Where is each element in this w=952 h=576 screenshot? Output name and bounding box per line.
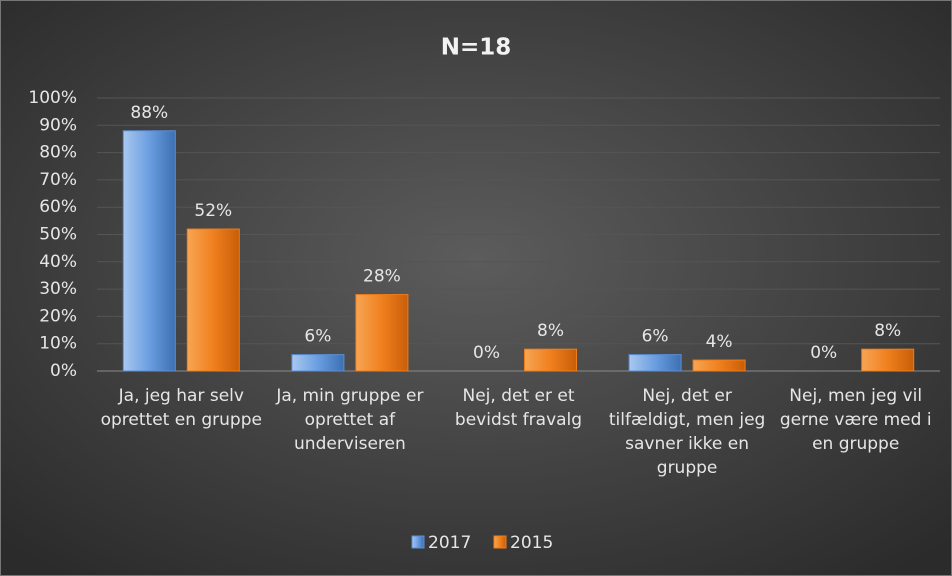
y-tick-label: 30%	[39, 279, 77, 299]
data-label: 88%	[130, 103, 168, 123]
bar	[291, 354, 345, 372]
y-tick-label: 10%	[39, 334, 77, 354]
legend-swatch	[493, 535, 507, 549]
y-tick-label: 40%	[39, 252, 77, 272]
bar	[861, 348, 915, 372]
data-label: 52%	[194, 201, 232, 221]
bar	[355, 294, 409, 372]
data-label: 4%	[706, 332, 733, 352]
data-label: 8%	[537, 321, 564, 341]
y-tick-label: 90%	[39, 115, 77, 135]
data-label: 28%	[363, 267, 401, 287]
bar	[186, 228, 240, 372]
bar	[122, 130, 176, 372]
bar	[692, 359, 746, 372]
y-tick-label: 80%	[39, 143, 77, 163]
y-tick-label: 100%	[28, 88, 77, 108]
x-tick-label: Nej, det er et bevidst fravalg	[454, 386, 583, 430]
y-tick-label: 50%	[39, 225, 77, 245]
x-tick-label: Nej, det er tilfældigt, men jeg savner i…	[608, 386, 766, 478]
legend-label: 2015	[510, 533, 553, 553]
y-tick-label: 60%	[39, 197, 77, 217]
legend-swatch	[411, 535, 425, 549]
x-tick-label: Ja, jeg har selv oprettet en gruppe	[100, 386, 262, 430]
data-label: 6%	[304, 327, 331, 347]
x-tick-label: Ja, min gruppe er oprettet af underviser…	[276, 386, 424, 454]
bar	[524, 348, 577, 372]
x-tick-label: Nej, men jeg vil gerne være med i en gru…	[779, 386, 932, 454]
y-tick-label: 0%	[50, 361, 77, 381]
data-label: 0%	[473, 343, 500, 363]
y-tick-label: 70%	[39, 170, 77, 190]
y-tick-label: 20%	[39, 306, 77, 326]
data-label: 0%	[810, 343, 837, 363]
data-label: 6%	[642, 327, 669, 347]
data-label: 8%	[874, 321, 901, 341]
chart-title: N=18	[441, 35, 512, 61]
legend-label: 2017	[428, 533, 471, 553]
bar	[628, 354, 682, 372]
